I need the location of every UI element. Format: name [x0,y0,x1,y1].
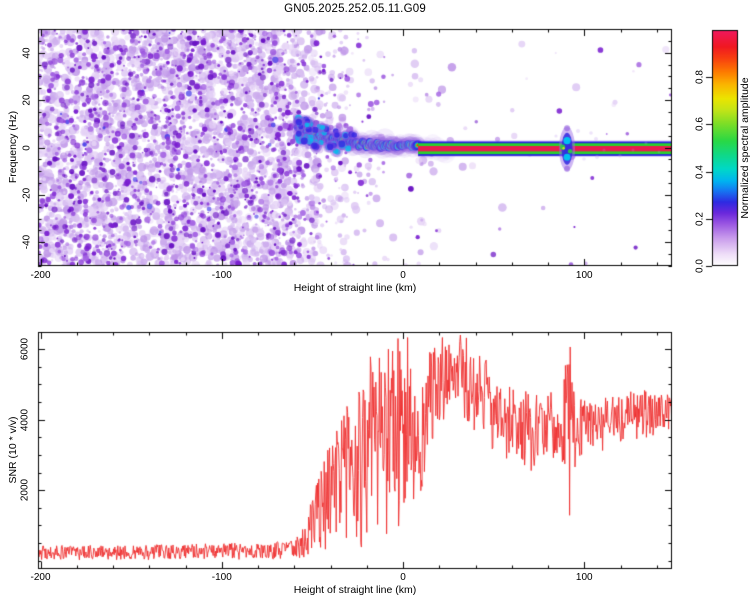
spectrogram-ytick-label: -20 [21,187,33,203]
spectrogram-ytick-label: 40 [21,47,33,59]
snr-xtick-label: 0 [400,572,406,583]
spectrogram-ytick-label: 20 [21,94,33,106]
spectrogram-x-axis-label: Height of straight line (km) [293,282,417,294]
spectrogram-xtick-label: 100 [575,270,593,281]
spectrogram-y-axis-label: Frequency (Hz) [7,110,19,184]
spectrogram-ytick-label: 0 [21,144,33,151]
snr-xtick-label: -100 [211,572,232,583]
spectrogram-xtick-label: -200 [30,270,51,281]
snr-x-axis-label: Height of straight line (km) [293,584,417,596]
colorbar-tick-label: 0.6 [694,117,706,132]
snr-ytick-label: 4000 [19,408,31,431]
figure-title: GN05.2025.252.05.11.G09 [284,3,426,15]
colorbar-tick-label: 0.4 [694,164,706,179]
snr-ytick-label: 2000 [19,479,31,502]
spectrogram-ytick-label: -40 [21,235,33,250]
snr-xtick-label: 100 [575,572,593,583]
colorbar-label: Normalized spectral amplitude [739,77,750,219]
snr-ytick-label: 6000 [19,337,31,360]
snr-xtick-label: -200 [30,572,51,583]
colorbar-tick-label: 0.0 [694,259,706,273]
colorbar-tick-label: 0.2 [694,211,706,226]
spectrogram-xtick-label: 0 [400,270,406,281]
snr-y-axis-label: SNR (10 * v/v) [7,416,19,484]
colorbar-tick-label: 0.8 [694,70,706,85]
spectrogram-xtick-label: -100 [211,270,232,281]
